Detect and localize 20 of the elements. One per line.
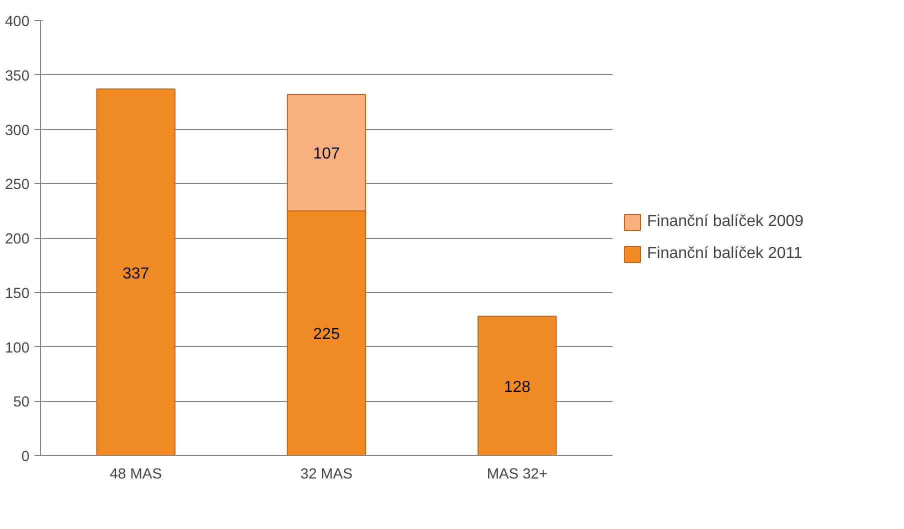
data-label: 225 [313,326,340,344]
y-tick-label: 400 [5,14,30,30]
data-label: 107 [313,146,340,163]
x-tick-label: MAS 32+ [486,466,548,482]
y-tick-label: 300 [5,122,30,139]
data-label: 337 [122,265,150,282]
data-label: 128 [504,378,531,396]
y-tick-label: 150 [5,286,30,302]
x-tick-label: 32 MAS [300,466,353,482]
bar [478,316,557,456]
y-tick-label: 0 [21,449,30,465]
legend-label: Finanční balíček 2009 [647,212,804,230]
y-tick-label: 50 [13,394,30,411]
legend-label: Finanční balíček 2011 [647,244,802,262]
y-tick-label: 250 [5,177,30,194]
y-tick-label: 350 [5,68,30,84]
x-tick-label: 48 MAS [110,466,162,482]
y-tick-label: 100 [5,340,30,356]
bar [96,88,176,456]
y-tick-label: 200 [5,232,30,248]
